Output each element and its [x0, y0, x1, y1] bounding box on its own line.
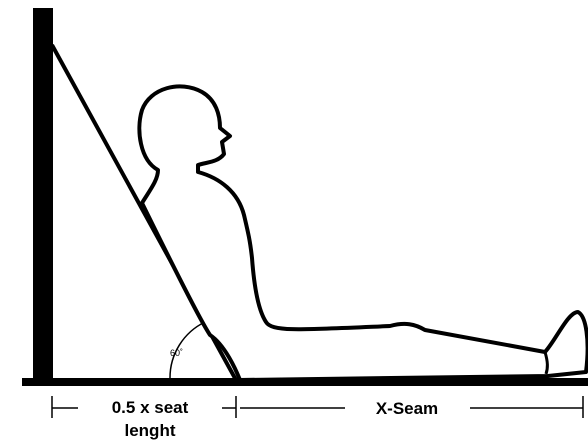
wall: [33, 8, 53, 384]
seam-dimension: [240, 396, 584, 418]
seat-label: 0.5 x seat: [112, 398, 189, 417]
person-silhouette: [137, 84, 588, 382]
seat-label: lenght: [125, 421, 176, 440]
floor: [22, 378, 588, 386]
seat-dimension: [51, 396, 237, 418]
seam-label: X-Seam: [376, 399, 438, 418]
angle-label: 60˚: [170, 348, 183, 358]
foot-line: [543, 351, 549, 375]
angle-arc: [169, 321, 206, 379]
